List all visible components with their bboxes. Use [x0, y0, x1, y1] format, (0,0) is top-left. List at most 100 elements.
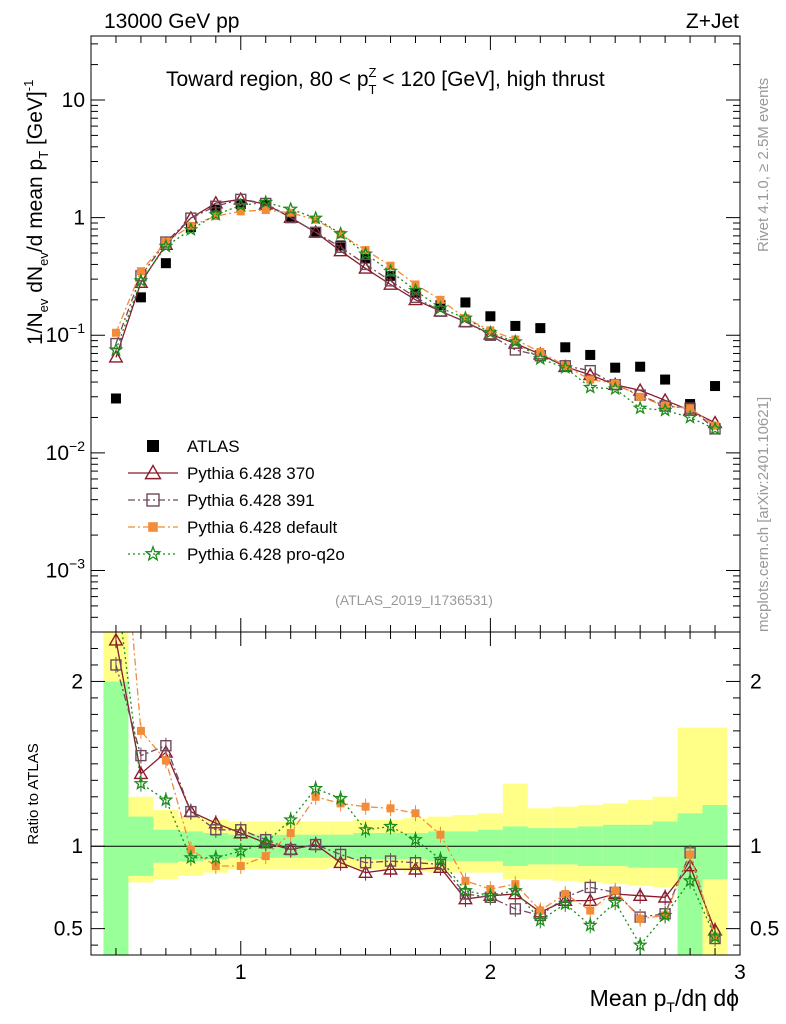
ratio-point — [384, 855, 397, 867]
ratio-point — [411, 809, 420, 818]
data-point — [211, 212, 220, 221]
data-point — [333, 243, 349, 257]
ratio-point — [112, 430, 120, 438]
legend-label: Pythia 6.428 370 — [187, 464, 315, 483]
series-line — [115, 201, 716, 430]
ratio-plot: 0.5 0.5 1 1 2 2 1 2 3 Ratio to ATLAS Mean pT/dη … — [25, 430, 779, 1015]
data-point — [511, 335, 520, 344]
ratio-point — [436, 830, 445, 839]
data-point — [710, 381, 721, 392]
legend-label: Pythia 6.428 391 — [187, 491, 315, 510]
ratio-point — [311, 792, 320, 801]
main-frame — [90, 35, 741, 633]
ratio-point — [482, 887, 498, 903]
ratio-point — [183, 849, 199, 865]
ratio-point — [432, 851, 448, 866]
data-point — [535, 323, 546, 334]
data-point — [510, 320, 521, 331]
data-point — [309, 226, 322, 239]
data-point — [384, 275, 397, 287]
ratio-point — [457, 882, 473, 898]
data-point — [358, 246, 374, 261]
data-point — [460, 297, 471, 308]
main-ylabel: 1/Nev dNev/d mean pT [GeV]-1 — [21, 80, 51, 345]
series-2 — [110, 193, 721, 435]
ratio-point — [509, 903, 522, 915]
ratio-point — [158, 792, 174, 807]
data-point — [636, 392, 645, 401]
ratio-point — [386, 804, 395, 813]
legend-marker — [144, 464, 162, 480]
green-band-bin — [652, 821, 678, 868]
data-point — [361, 246, 370, 255]
ratio-y-tick-label-right: 1 — [750, 835, 762, 858]
ratio-point — [632, 888, 648, 902]
data-point — [236, 207, 245, 216]
main-title: Toward region, 80 < pZ T < 120 [GeV], hig… — [166, 65, 605, 97]
main-y-tick-label: 1 — [73, 207, 85, 230]
data-point — [333, 225, 349, 241]
rivet-label: Rivet 4.1.0, ≥ 2.5M events — [755, 78, 772, 252]
data-point — [432, 300, 448, 315]
data-point — [560, 342, 571, 353]
data-point — [160, 258, 171, 269]
legend-entry: Pythia 6.428 default — [128, 518, 338, 537]
ratio-point — [284, 843, 297, 856]
ratio-series-1 — [110, 656, 721, 947]
data-point — [585, 349, 596, 360]
ratio-point — [686, 850, 695, 859]
ratio-point — [457, 891, 473, 905]
data-point — [582, 379, 598, 394]
series-line — [115, 209, 716, 427]
data-point — [208, 206, 224, 222]
ratio-point — [586, 906, 595, 915]
data-point — [133, 272, 149, 288]
ratio-y-tick-label: 1 — [71, 835, 83, 858]
ratio-point — [657, 907, 673, 922]
green-band-bin — [103, 681, 129, 955]
energy-label: 13000 GeV pp — [104, 10, 239, 33]
data-point — [136, 267, 145, 276]
data-point — [233, 197, 249, 212]
main-plot: 10−3 10−2 10−1 1 10 Toward region, 80 < pZ T … — [21, 35, 741, 633]
data-point — [283, 201, 299, 216]
ratio-point — [334, 848, 347, 861]
data-point — [682, 409, 698, 424]
legend: ATLAS Pythia 6.428 370 Pythia 6.428 391 Pyt… — [128, 437, 345, 564]
ratio-point — [507, 882, 523, 898]
series-3 — [111, 206, 720, 430]
legend-entry: ATLAS — [147, 437, 240, 456]
ratio-point — [682, 858, 698, 872]
data-point — [360, 253, 371, 264]
ratio-point — [657, 889, 673, 903]
ratio-y-tick-label: 2 — [71, 670, 83, 693]
legend-marker — [144, 544, 162, 562]
ratio-point — [584, 881, 596, 894]
ratio-point — [408, 831, 423, 847]
ratio-y-tick-label-right: 2 — [750, 670, 762, 693]
data-point — [610, 362, 621, 373]
ratio-frame — [90, 631, 741, 956]
ratio-point — [333, 855, 349, 869]
data-point — [561, 361, 570, 370]
ratio-point — [110, 659, 122, 671]
ratio-series — [108, 430, 723, 954]
data-point — [334, 241, 347, 253]
ratio-point — [383, 818, 399, 833]
ratio-point — [186, 845, 195, 854]
data-point — [261, 206, 270, 215]
ratio-point — [557, 896, 573, 911]
data-point — [311, 215, 320, 224]
ratio-point — [161, 756, 170, 765]
ratio-point — [707, 928, 723, 944]
ratio-point — [208, 849, 224, 865]
ratio-x-tick-label: 2 — [485, 961, 497, 984]
legend-marker — [147, 440, 159, 452]
ratio-point — [333, 790, 349, 805]
data-point — [635, 361, 646, 372]
data-point — [408, 282, 423, 297]
main-ticks: 10−3 10−2 10−1 1 10 — [46, 36, 740, 633]
data-point — [436, 295, 445, 304]
ratio-point — [236, 862, 245, 871]
